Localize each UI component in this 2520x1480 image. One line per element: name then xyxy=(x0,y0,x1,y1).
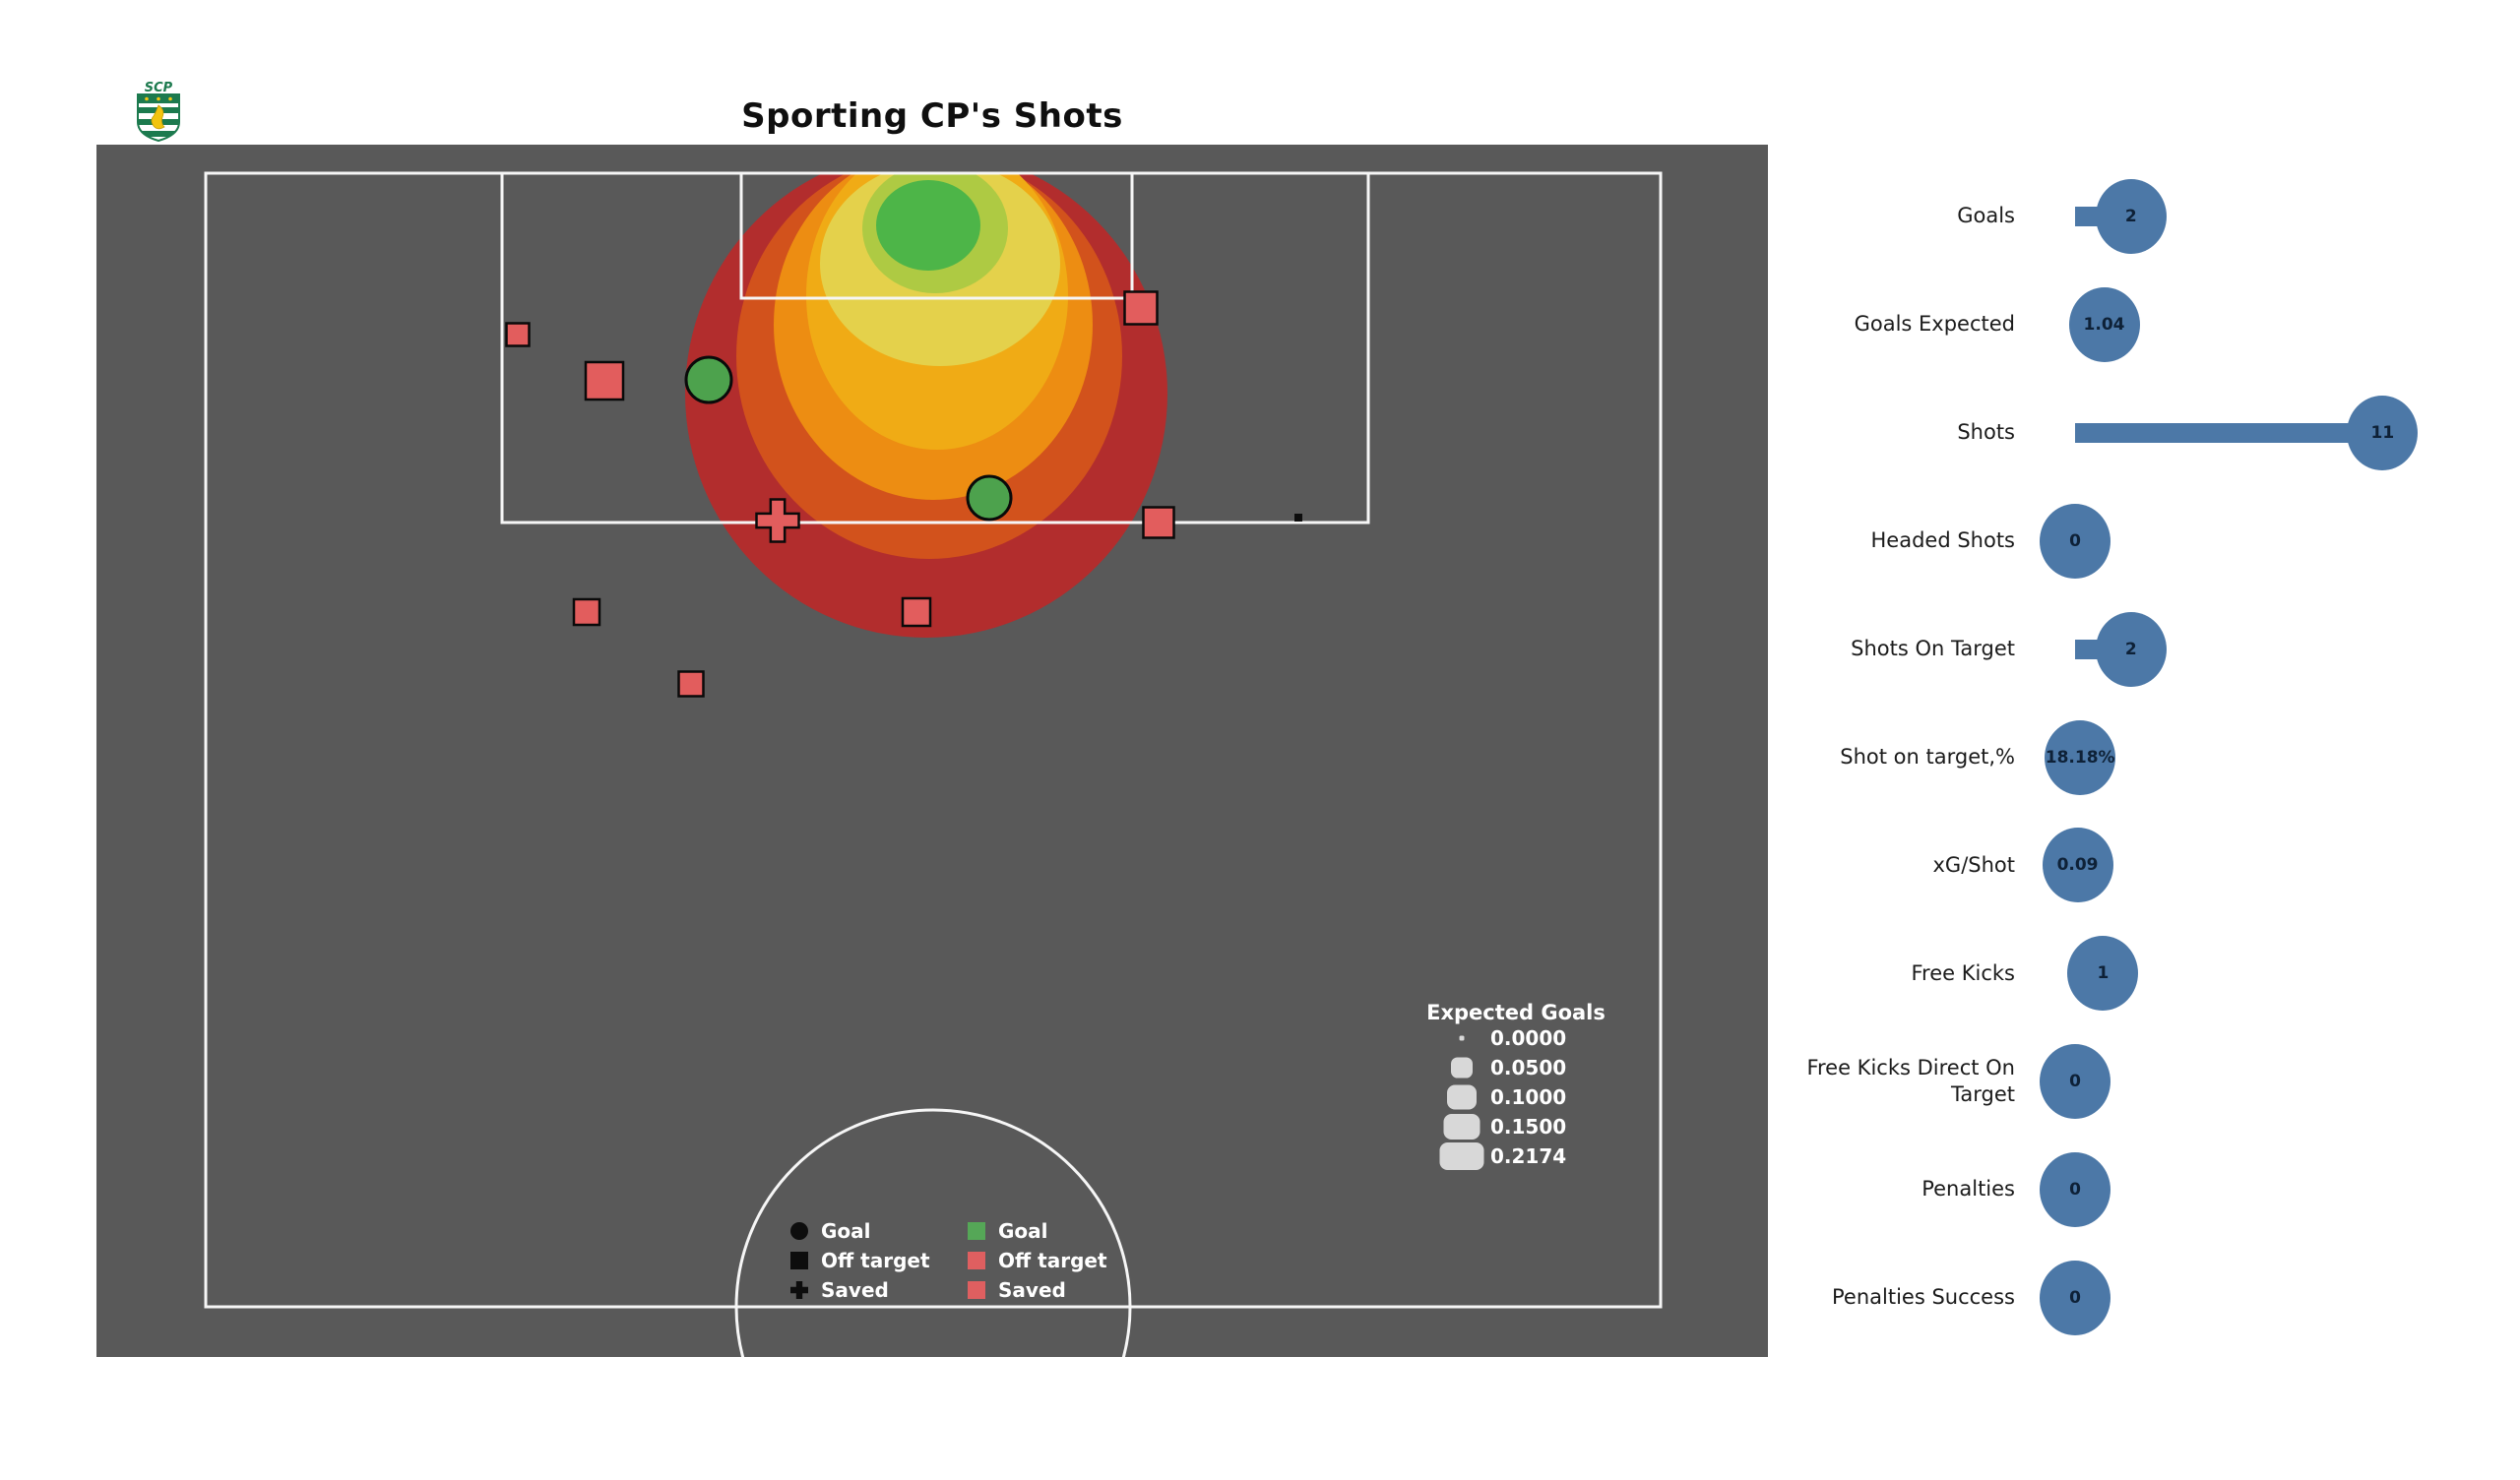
stat-label-shots-on-target: Shots On Target xyxy=(1851,636,2015,660)
legend-right-label-2: Saved xyxy=(998,1278,1066,1302)
stat-label-xg-shot: xG/Shot xyxy=(1932,852,2016,877)
stat-bubble-goals-expected: 1.04 xyxy=(2068,286,2140,362)
stat-label-shots: Shots xyxy=(1957,420,2015,445)
logo-lion xyxy=(151,104,165,130)
heat-contour-6 xyxy=(876,180,980,271)
stat-row-xg-shot: xG/Shot 0.09 xyxy=(1673,811,2520,919)
legend-left-label-1: Off target xyxy=(821,1249,930,1272)
stat-row-headed-shots: Headed Shots 0 xyxy=(1673,487,2520,595)
shot-off_target-7 xyxy=(1294,514,1302,522)
size-legend-marker-1 xyxy=(1451,1057,1473,1079)
size-legend-label-4: 0.2174 xyxy=(1490,1144,1566,1168)
stat-bubble-penalties: 0 xyxy=(2040,1152,2110,1228)
legend-left-circle-icon-0 xyxy=(790,1222,808,1240)
shot-off_target-0 xyxy=(505,322,531,347)
shot-off_target-3 xyxy=(1123,290,1159,326)
marker-legend: Goal Off target Saved Goal Off target Saved xyxy=(790,1219,1107,1302)
stat-stem-shots xyxy=(2075,422,2383,443)
shot-goal-2 xyxy=(684,355,733,404)
stat-value-shots: 11 xyxy=(2370,422,2395,443)
legend-right-label-0: Goal xyxy=(998,1219,1048,1243)
legend-left-cross-icon-2 xyxy=(790,1281,808,1299)
stat-row-shot-on-target: Shot on target,% 18.18% xyxy=(1673,704,2520,812)
shot-markers xyxy=(505,290,1302,698)
legend-left-label-2: Saved xyxy=(821,1278,889,1302)
stat-row-free-kicks-direct-on-target: Free Kicks Direct On Target 0 xyxy=(1673,1027,2520,1136)
stat-label-penalties: Penalties xyxy=(1922,1177,2015,1202)
size-legend-marker-3 xyxy=(1443,1114,1480,1140)
size-legend-label-3: 0.1500 xyxy=(1490,1115,1566,1139)
stat-row-free-kicks: Free Kicks 1 xyxy=(1673,919,2520,1027)
stat-bubble-headed-shots: 0 xyxy=(2040,503,2110,579)
legend-left-label-0: Goal xyxy=(821,1219,871,1243)
stat-bubble-shots: 11 xyxy=(2347,395,2419,470)
size-legend-marker-2 xyxy=(1447,1084,1477,1110)
logo-shield xyxy=(137,93,180,143)
legend-right-square-icon-0 xyxy=(968,1222,985,1240)
sporting-cp-logo: SCP xyxy=(137,81,180,143)
stat-label-headed-shots: Headed Shots xyxy=(1870,528,2016,553)
stat-value-penalties: 0 xyxy=(2069,1180,2081,1201)
stat-row-shots: Shots 11 xyxy=(1673,379,2520,487)
stat-value-free-kicks: 1 xyxy=(2097,963,2110,984)
shot-off_target-9 xyxy=(901,596,932,628)
stat-bubble-penalties-success: 0 xyxy=(2040,1261,2110,1335)
size-legend-label-0: 0.0000 xyxy=(1490,1026,1566,1050)
stat-bubble-goals: 2 xyxy=(2095,179,2167,254)
stat-value-shot-on-target: 18.18% xyxy=(2045,747,2115,768)
stat-label-shot-on-target: Shot on target,% xyxy=(1840,744,2015,769)
stat-value-free-kicks-direct-on-target: 0 xyxy=(2069,1072,2081,1092)
size-legend-title: Expected Goals xyxy=(1426,1001,1606,1024)
stat-label-goals: Goals xyxy=(1957,204,2015,228)
stat-row-shots-on-target: Shots On Target 2 xyxy=(1673,595,2520,704)
stat-label-free-kicks: Free Kicks xyxy=(1911,960,2016,985)
legend-right-label-1: Off target xyxy=(998,1249,1107,1272)
stat-bubble-free-kicks-direct-on-target: 0 xyxy=(2040,1044,2110,1120)
stat-value-shots-on-target: 2 xyxy=(2124,639,2137,659)
shot-off_target-6 xyxy=(1142,506,1175,539)
goal-area xyxy=(739,171,1134,300)
stat-bubble-shots-on-target: 2 xyxy=(2095,611,2167,687)
stat-row-goals: Goals 2 xyxy=(1673,162,2520,271)
shot-goal-4 xyxy=(966,474,1013,522)
stat-row-goals-expected: Goals Expected 1.04 xyxy=(1673,271,2520,379)
size-legend-marker-0 xyxy=(1459,1035,1465,1041)
legend-left-square-icon-1 xyxy=(790,1252,808,1269)
shot-off_target-8 xyxy=(572,597,601,627)
shot-off_target-1 xyxy=(584,360,625,401)
stat-bubble-xg-shot: 0.09 xyxy=(2042,828,2113,903)
shot-off_target-10 xyxy=(677,670,705,698)
figure-title: Sporting CP's Shots xyxy=(741,96,1123,136)
stat-value-penalties-success: 0 xyxy=(2069,1288,2081,1308)
stat-value-headed-shots: 0 xyxy=(2069,530,2081,551)
stat-label-goals-expected: Goals Expected xyxy=(1854,312,2015,337)
stat-label-penalties-success: Penalties Success xyxy=(1832,1285,2015,1310)
logo-monogram: SCP xyxy=(145,81,173,95)
legend-right-square-icon-1 xyxy=(968,1252,985,1269)
size-legend-label-1: 0.0500 xyxy=(1490,1056,1566,1079)
stat-value-xg-shot: 0.09 xyxy=(2056,855,2099,876)
stat-value-goals: 2 xyxy=(2124,207,2137,226)
size-legend-marker-4 xyxy=(1439,1142,1484,1170)
stat-row-penalties-success: Penalties Success 0 xyxy=(1673,1244,2520,1352)
size-legend-label-2: 0.1000 xyxy=(1490,1085,1566,1109)
stat-bubble-shot-on-target: 18.18% xyxy=(2045,719,2116,795)
stat-value-goals-expected: 1.04 xyxy=(2083,314,2125,335)
shot-saved-5 xyxy=(755,498,800,543)
stat-label-free-kicks-direct-on-target: Free Kicks Direct On Target xyxy=(1806,1055,2015,1107)
legend-right-square-icon-2 xyxy=(968,1281,985,1299)
stat-bubble-free-kicks: 1 xyxy=(2067,936,2139,1012)
stat-row-penalties: Penalties 0 xyxy=(1673,1136,2520,1244)
centre-circle xyxy=(734,1108,1132,1357)
